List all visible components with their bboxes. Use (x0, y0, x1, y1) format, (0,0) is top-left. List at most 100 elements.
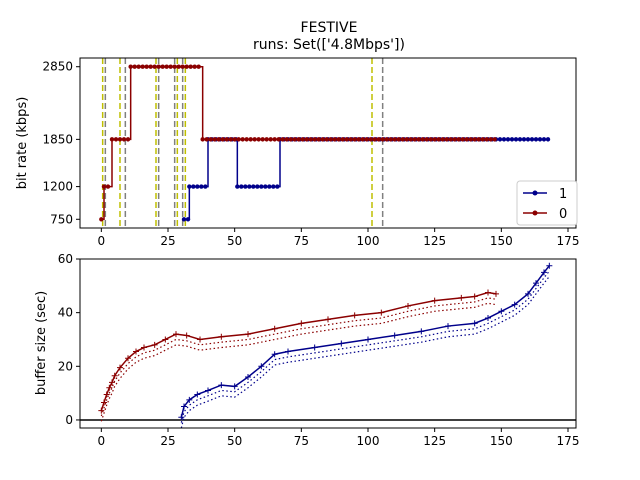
bitrate-series-1-point (521, 137, 527, 142)
bitrate-series-0-point (152, 64, 157, 69)
bitrate-x-tick-label: 175 (557, 234, 580, 248)
buffer-x-ticks: 0 25 50 75 100 125 150 175 (98, 428, 579, 448)
bitrate-x-tick-label: 25 (160, 234, 175, 248)
buffer-y-ticks: 0 20 40 60 (58, 252, 80, 427)
bitrate-plot-area (99, 58, 551, 228)
bitrate-series-0-point (180, 64, 185, 69)
bitrate-series-0-point (284, 137, 289, 142)
buffer-x-tick-label: 25 (160, 434, 175, 448)
bitrate-series-0-point (140, 64, 145, 69)
bitrate-series-0-point (340, 137, 345, 142)
bitrate-series-0-point (376, 137, 381, 142)
bitrate-series-1-point (251, 184, 256, 189)
bitrate-series-1-point (185, 217, 191, 222)
buffer-series-1-point (178, 414, 185, 421)
bitrate-series-0-point (400, 137, 405, 142)
bitrate-series-0-point (288, 137, 293, 142)
buffer-series-1-point (541, 269, 547, 276)
bitrate-y-tick-label: 1850 (42, 132, 73, 146)
buffer-series-1-point (186, 396, 193, 403)
bitrate-y-tick-label: 750 (50, 212, 73, 226)
buffer-series-0-point (106, 384, 113, 391)
buffer-series-1-point (485, 315, 491, 322)
bitrate-series-0-point (424, 137, 429, 142)
bitrate-series-0-point (296, 137, 301, 142)
bitrate-series-0-point (436, 137, 441, 142)
buffer-series-1-point (471, 320, 478, 327)
buffer-series-1-point (338, 340, 345, 347)
bitrate-series-0-point (384, 137, 389, 142)
buffer-series-1-point (205, 387, 211, 394)
bitrate-series-0-point (364, 137, 369, 142)
buffer-series-0-low-dotted (100, 302, 497, 422)
bitrate-series-0-point (328, 137, 333, 142)
bitrate-series-0-point (212, 137, 217, 142)
bitrate-series-0-point (312, 137, 317, 142)
bitrate-series-0-point (440, 137, 445, 142)
buffer-series-1-point (511, 301, 518, 308)
buffer-series-0-point (271, 325, 278, 332)
bitrate-x-tick-label: 0 (98, 234, 106, 248)
buffer-series-0-point (111, 372, 118, 379)
bitrate-series-0-point (388, 137, 393, 142)
bitrate-series-1-point (275, 184, 280, 189)
bitrate-series-0-point (408, 137, 413, 142)
bitrate-series-0-point (396, 137, 401, 142)
bitrate-x-tick-label: 150 (490, 234, 513, 248)
bitrate-series-1-point (239, 184, 244, 189)
bitrate-series-0-point (105, 184, 111, 189)
buffer-series-0-point (431, 297, 438, 304)
bitrate-series-0-point (324, 137, 329, 142)
bitrate-legend: 10 (516, 180, 578, 226)
buffer-series-1-point (365, 336, 371, 343)
bitrate-series-0-point (332, 137, 337, 142)
bitrate-series-0-point (452, 137, 457, 142)
bitrate-series-0-point (117, 137, 123, 142)
buffer-series-0-point (378, 309, 385, 316)
bitrate-series-0-point (176, 64, 181, 69)
bitrate-x-tick-label: 100 (357, 234, 380, 248)
bitrate-axes-frame (79, 57, 577, 229)
legend-label: 1 (559, 187, 567, 202)
buffer-series-1-point (533, 280, 539, 287)
buffer-series-1-point (271, 351, 278, 358)
buffer-axes-frame (79, 258, 577, 429)
bitrate-series-1-point (505, 137, 511, 142)
buffer-series-0-point (151, 341, 158, 348)
bitrate-series-0-point (320, 137, 325, 142)
bitrate-y-ticks: 750 1200 1850 2850 (42, 60, 80, 226)
bitrate-series-0-point (368, 137, 373, 142)
bitrate-series-1-point (529, 137, 535, 142)
bitrate-series-0-point (204, 137, 209, 142)
buffer-series-0-point (101, 399, 107, 406)
buffer-series-0-point (162, 336, 169, 343)
buffer-series-0-point (125, 355, 131, 362)
legend-swatch-marker (532, 190, 538, 196)
bitrate-series-0-point (432, 137, 437, 142)
bitrate-series-0-point (272, 137, 277, 142)
buffer-series-1-point (218, 382, 225, 389)
bitrate-series-1-point (537, 137, 543, 142)
bitrate-series-0-point (444, 137, 449, 142)
bitrate-series-0-point (128, 64, 133, 69)
buffer-y-tick-label: 20 (58, 359, 73, 373)
buffer-series-1-point (285, 348, 291, 355)
bitrate-series-0-point (380, 137, 385, 142)
bitrate-series-1-point (181, 217, 187, 222)
bitrate-series-0-point (144, 64, 149, 69)
bitrate-series-0-point (132, 64, 137, 69)
bitrate-series-0-point (448, 137, 453, 142)
bitrate-series-1-point (525, 137, 531, 142)
buffer-series-0-point (298, 320, 305, 327)
buffer-y-tick-label: 60 (58, 252, 73, 266)
bitrate-series-0-point (372, 137, 377, 142)
bitrate-series-0-point (228, 137, 233, 142)
buffer-series-1-point (391, 332, 398, 339)
bitrate-series-1-point (195, 184, 200, 189)
bitrate-series-0-point (148, 64, 153, 69)
bitrate-series-0-point (256, 137, 261, 142)
buffer-series-0-point (485, 289, 491, 296)
buffer-series-0-point (117, 364, 123, 371)
buffer-series-0-min-dotted (100, 297, 497, 417)
